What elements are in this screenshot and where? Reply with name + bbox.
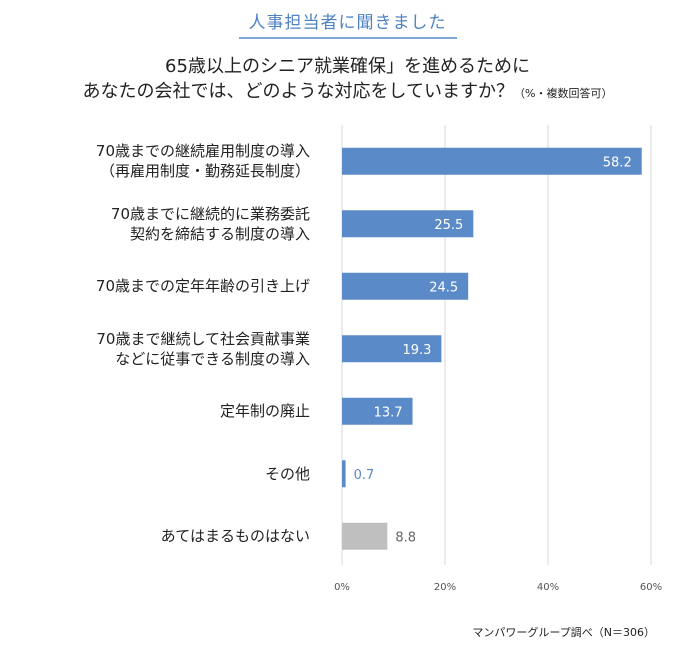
chart-title-note: （%・複数回答可） [514,87,613,100]
bar-1 [342,210,474,238]
x-tick-label-2: 40% [537,582,559,593]
bar-3 [342,335,442,363]
category-label-1-line-1: 契約を締結する制度の導入 [129,224,310,243]
x-tick-label-0: 0% [334,582,350,593]
value-label-2: 24.5 [429,280,458,295]
x-tick-label-3: 60% [640,582,662,593]
value-label-6: 8.8 [395,530,416,545]
value-label-3: 19.3 [402,343,431,358]
value-label-0: 58.2 [603,155,632,170]
x-tick-label-1: 20% [434,582,456,593]
category-label-3-line-0: 70歳まで継続して社会貢献事業 [96,329,310,348]
category-label-1: 70歳までに継続的に業務委託 契約を締結する制度の導入 [10,204,310,244]
bar-4 [342,397,413,425]
category-label-0: 70歳までの継続雇用制度の導入 （再雇用制度・勤務延長制度） [10,141,310,181]
value-label-4: 13.7 [374,405,403,420]
value-label-5: 0.7 [354,468,375,483]
category-label-6-line-0: あてはまるものはない [160,527,310,546]
bar-2 [342,272,469,300]
category-label-6: あてはまるものはない [10,526,310,546]
chart-title-line2-text: あなたの会社では、どのような対応をしていますか？ [82,81,514,102]
category-label-3-line-1: などに従事できる制度の導入 [115,349,310,368]
bar-6 [342,522,388,550]
source-note: マンパワーグループ調べ（N＝306） [472,626,655,639]
category-label-3: 70歳まで継続して社会貢献事業 などに従事できる制度の導入 [10,329,310,369]
category-label-4-line-0: 定年制の廃止 [219,402,310,421]
bar-5 [342,460,346,488]
category-label-0-line-0: 70歳までの継続雇用制度の導入 [95,142,310,161]
chart-title-line2: あなたの会社では、どのような対応をしていますか？（%・複数回答可） [0,77,695,103]
survey-header-text: 人事担当者に聞きました [238,8,457,39]
category-label-2-line-0: 70歳までの定年年齢の引き上げ [95,277,310,296]
chart-title-line1: 65歳以上のシニア就業確保」を進めるために [165,56,530,77]
category-label-2: 70歳までの定年年齢の引き上げ [10,276,310,296]
category-label-4: 定年制の廃止 [10,401,310,421]
survey-header: 人事担当者に聞きました [0,8,695,39]
category-label-1-line-0: 70歳までに継続的に業務委託 [110,204,310,223]
category-label-0-line-1: （再雇用制度・勤務延長制度） [99,162,310,181]
category-label-5: その他 [10,464,310,484]
bar-0 [342,147,642,175]
category-label-5-line-0: その他 [264,464,310,483]
value-label-1: 25.5 [434,218,463,233]
